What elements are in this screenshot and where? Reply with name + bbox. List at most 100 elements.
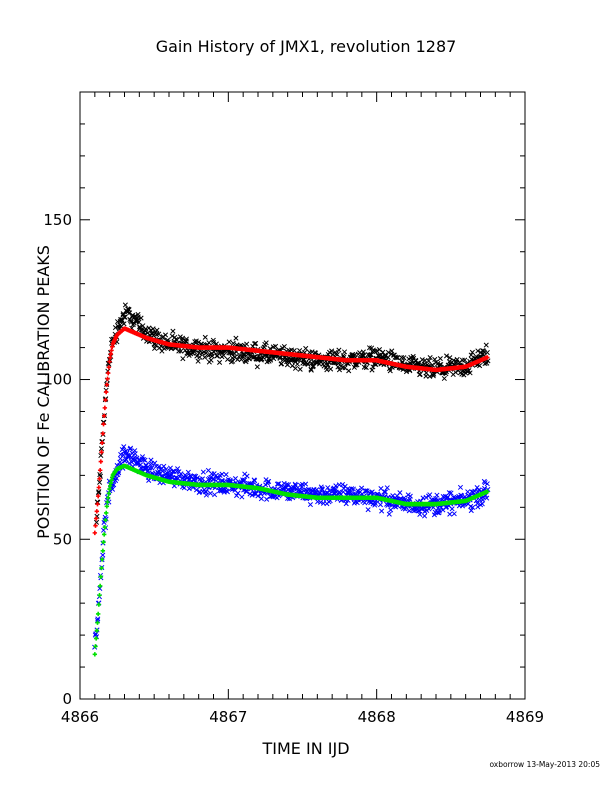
chart-title: Gain History of JMX1, revolution 1287 (156, 37, 457, 56)
series-0-point (346, 368, 352, 374)
series-0-point (153, 342, 159, 348)
series-0-point (225, 356, 231, 362)
series-2-point (435, 505, 441, 511)
series-3-point (95, 620, 100, 625)
series-3-point (97, 593, 102, 598)
series-2-point (386, 511, 392, 517)
series-0-point (202, 354, 208, 360)
series-0-point (380, 349, 386, 355)
series-2-point (163, 466, 169, 472)
plot-frame (79, 91, 526, 700)
series-1-point (100, 431, 106, 436)
series-1-point (106, 365, 112, 370)
series-0-point (122, 302, 128, 308)
series-2-point (200, 469, 206, 475)
series-0-point (438, 361, 444, 368)
series-3-point (104, 504, 110, 509)
series-2-point (424, 507, 430, 514)
series-0-point (281, 343, 287, 350)
series-2-point (365, 507, 371, 513)
series-0-point (209, 353, 215, 359)
series-2-point (255, 493, 261, 499)
series-0-point (154, 327, 160, 333)
series-2-point (258, 496, 264, 502)
series-0-point (263, 340, 269, 346)
series-0-point (297, 366, 303, 372)
y-axis-label: POSITION OF Fe CALIBRATION PEAKS (34, 245, 53, 539)
series-0-point (296, 356, 302, 362)
series-2-point (207, 490, 213, 496)
series-0-point (462, 357, 468, 363)
series-0-point (178, 348, 184, 354)
series-1-point (98, 459, 104, 464)
series-2-point (266, 478, 272, 484)
series-2-point (377, 502, 384, 508)
series-3-point (101, 532, 107, 537)
series-2-point (325, 485, 331, 491)
series-1-point (93, 516, 99, 521)
series-0-point (333, 351, 339, 357)
series-0-point (467, 370, 473, 376)
series-3-point (97, 583, 103, 589)
series-0-point (426, 358, 432, 364)
series-0-point (284, 362, 291, 368)
series-3-point (93, 636, 99, 641)
series-1-point (95, 493, 101, 499)
series-0-point (180, 356, 186, 362)
series-2-point (379, 508, 385, 514)
series-2-point (470, 504, 476, 510)
y-tick-label: 50 (53, 530, 72, 548)
series-0-point (202, 334, 208, 340)
series-0-point (231, 350, 237, 357)
series-2-point (427, 492, 433, 498)
series-0-point (393, 355, 399, 361)
series-0-point (342, 365, 348, 371)
series-0-point (98, 452, 104, 459)
series-1-point (97, 476, 102, 482)
series-0-point (324, 367, 330, 373)
series-2-point (234, 492, 240, 499)
series-2-point (240, 477, 246, 483)
series-0-point (441, 375, 447, 382)
series-0-point (454, 356, 460, 363)
series-0-point (226, 339, 232, 345)
series-0-point (368, 352, 374, 358)
series-2-point (449, 506, 455, 512)
series-2-point (181, 485, 187, 491)
series-0-point (360, 353, 366, 359)
series-2-point (332, 486, 338, 492)
series-0-point (150, 326, 156, 332)
series-2-point (484, 481, 490, 487)
series-2-point (140, 456, 147, 463)
series-0-point (376, 352, 382, 358)
y-tick-label: 0 (62, 690, 72, 708)
series-0-point (453, 369, 459, 375)
series-2-point (191, 473, 197, 479)
series-2-point (224, 489, 230, 495)
series-2-point (244, 473, 250, 479)
series-0-point (194, 353, 200, 359)
series-0-point (95, 490, 102, 496)
data-points (92, 302, 491, 657)
series-0-point (96, 489, 102, 495)
series-0-point (206, 340, 212, 346)
series-0-point (238, 356, 244, 363)
series-2-point (109, 486, 116, 492)
series-0-point (162, 332, 169, 338)
series-0-point (340, 353, 346, 359)
series-2-point (382, 489, 389, 495)
series-0-point (308, 367, 314, 373)
series-0-point (484, 349, 490, 356)
x-tick-label: 4866 (61, 708, 99, 726)
series-2-point (232, 475, 239, 482)
series-2-point (185, 469, 191, 475)
series-0-point (334, 351, 340, 358)
series-2-point (152, 460, 158, 466)
series-1-point (105, 376, 110, 382)
series-0-point (363, 365, 369, 371)
series-3-point (99, 565, 104, 571)
series-0-point (197, 354, 203, 360)
series-2-point (333, 483, 339, 489)
series-2-point (132, 451, 138, 457)
series-1-point (485, 355, 490, 360)
